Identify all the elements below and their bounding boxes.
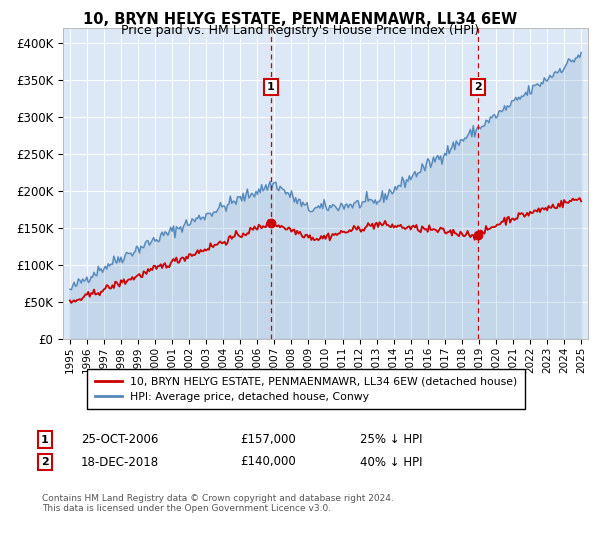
Text: Contains HM Land Registry data © Crown copyright and database right 2024.
This d: Contains HM Land Registry data © Crown c… — [42, 494, 394, 514]
Text: 2: 2 — [474, 82, 482, 92]
Text: 25-OCT-2006: 25-OCT-2006 — [81, 433, 158, 446]
Text: £140,000: £140,000 — [240, 455, 296, 469]
Text: Price paid vs. HM Land Registry's House Price Index (HPI): Price paid vs. HM Land Registry's House … — [121, 24, 479, 37]
Text: 18-DEC-2018: 18-DEC-2018 — [81, 455, 159, 469]
Text: 40% ↓ HPI: 40% ↓ HPI — [360, 455, 422, 469]
Text: 10, BRYN HELYG ESTATE, PENMAENMAWR, LL34 6EW: 10, BRYN HELYG ESTATE, PENMAENMAWR, LL34… — [83, 12, 517, 27]
Text: 1: 1 — [267, 82, 275, 92]
Text: 1: 1 — [41, 435, 49, 445]
Text: 2: 2 — [41, 457, 49, 467]
Legend: 10, BRYN HELYG ESTATE, PENMAENMAWR, LL34 6EW (detached house), HPI: Average pric: 10, BRYN HELYG ESTATE, PENMAENMAWR, LL34… — [87, 369, 525, 409]
Text: 25% ↓ HPI: 25% ↓ HPI — [360, 433, 422, 446]
Text: £157,000: £157,000 — [240, 433, 296, 446]
